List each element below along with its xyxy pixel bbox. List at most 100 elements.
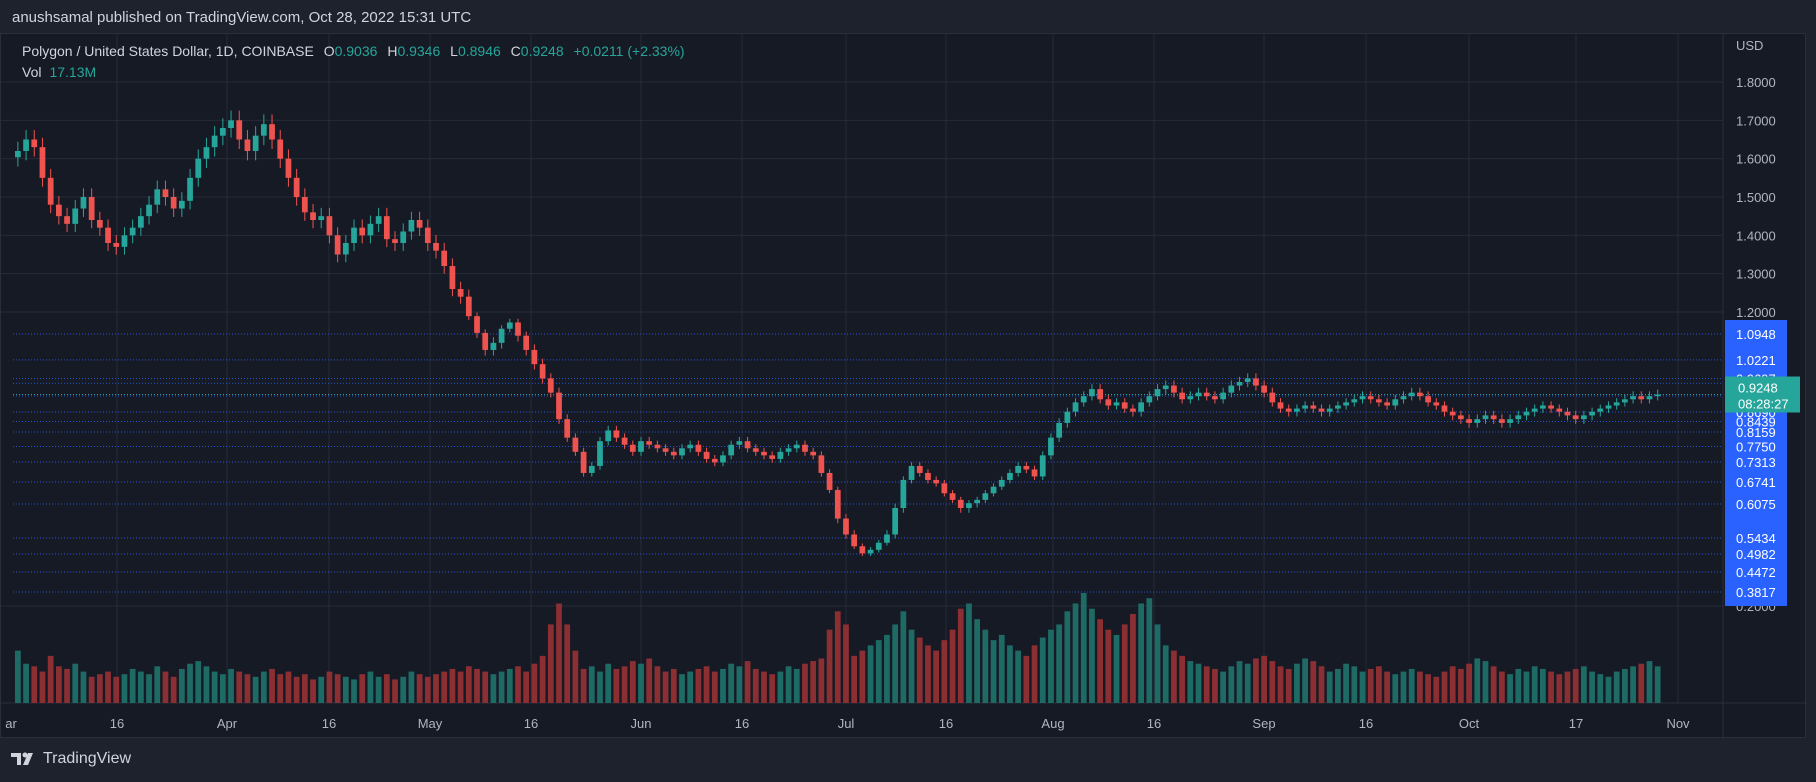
candle-body [244, 139, 251, 151]
candle-body [219, 128, 226, 136]
volume-bar [474, 668, 480, 703]
candle-body [1203, 392, 1210, 397]
volume-bar [752, 668, 759, 703]
volume-bar [736, 666, 743, 703]
volume-bar [1531, 666, 1538, 703]
candle-body [810, 451, 817, 456]
x-tick-label: Nov [1666, 716, 1690, 731]
price-chart[interactable]: ar 16 Apr 16 May 16 Jun 16 Jul 16 Aug 16 Sep 16 Oct 17 N… [1, 34, 1807, 739]
candle-body [1400, 396, 1407, 400]
volume-bar [892, 624, 899, 703]
volume-bar [219, 674, 226, 703]
candle-body [834, 489, 841, 519]
volume-bar [269, 668, 275, 703]
candle-body [1433, 402, 1440, 406]
candle-body [572, 437, 579, 452]
volume-bar [72, 663, 79, 703]
volume-bar [285, 671, 292, 703]
candle-body [1277, 402, 1284, 409]
candle-body [1228, 385, 1235, 393]
volume-bar [490, 674, 497, 703]
volume-bar [162, 671, 169, 703]
volume-bar [55, 666, 62, 703]
volume-bar [1294, 663, 1300, 703]
last-price-label: 0.9248 [1738, 381, 1778, 396]
candle-body [1064, 411, 1071, 423]
volume-bar [506, 668, 513, 703]
volume-bar [785, 666, 792, 703]
volume-bar [424, 676, 431, 703]
volume-bar [966, 603, 972, 703]
candle-body [474, 316, 480, 333]
candle-body [1089, 389, 1095, 397]
candle-body [646, 441, 653, 445]
candle-body [1417, 392, 1423, 397]
candle-body [203, 147, 210, 159]
candle-body [375, 216, 382, 224]
candle-body [15, 151, 21, 158]
candle-body [1384, 402, 1390, 406]
volume-bar [990, 640, 997, 703]
candle-body [1048, 437, 1054, 456]
level-tag-label: 1.0221 [1736, 353, 1776, 368]
candle-body [154, 189, 161, 205]
volume-bar [925, 645, 931, 703]
candle-body [793, 444, 800, 449]
volume-bar [662, 671, 669, 703]
volume-bar [1015, 650, 1022, 703]
symbol-title[interactable]: Polygon / United States Dollar, 1D, COIN… [22, 43, 314, 59]
volume-bar [802, 663, 808, 703]
candle-body [326, 216, 333, 236]
candle-body [285, 158, 292, 178]
volume-bar [1515, 668, 1522, 703]
volume-key: Vol [22, 64, 42, 80]
level-tag-label: 0.6075 [1736, 497, 1776, 512]
level-tag-column [1725, 320, 1787, 606]
candle-body [1408, 392, 1415, 397]
candle-body [1638, 396, 1645, 400]
volume-bar [1162, 645, 1169, 703]
volume-bar [211, 671, 218, 703]
symbol-legend[interactable]: Polygon / United States Dollar, 1D, COIN… [22, 43, 685, 59]
volume-bar [1007, 645, 1013, 703]
candle-body [1294, 408, 1300, 412]
candle-body [1072, 402, 1079, 412]
low-key: L [450, 43, 458, 59]
currency-label: USD [1736, 38, 1763, 53]
volume-bar [629, 661, 636, 703]
x-tick-label: 16 [110, 716, 124, 731]
chart-frame[interactable]: ar 16 Apr 16 May 16 Jun 16 Jul 16 Aug 16 Sep 16 Oct 17 N… [0, 33, 1807, 739]
candle-body [1138, 402, 1145, 412]
y-tick-label: 1.8000 [1736, 75, 1776, 90]
volume-bar [465, 666, 472, 703]
volume-bar [572, 650, 579, 703]
volume-bar [1458, 668, 1464, 703]
candle-body [826, 472, 833, 490]
volume-bar [1466, 663, 1472, 703]
volume-bar [105, 671, 111, 703]
candle-body [556, 392, 562, 420]
volume-bar [982, 629, 989, 703]
volume-bar [1302, 658, 1308, 703]
level-tag-label: 0.5434 [1736, 531, 1776, 546]
published-header: anushsamal published on TradingView.com,… [12, 9, 472, 26]
candle-body [1154, 389, 1161, 397]
last-price-tag [1725, 376, 1800, 413]
volume-bar [1622, 668, 1628, 703]
volume-bar [605, 663, 612, 703]
candle-body [1080, 396, 1087, 403]
volume-legend[interactable]: Vol 17.13M [22, 64, 96, 80]
volume-bar [761, 671, 767, 703]
volume-bar [818, 658, 825, 703]
candle-body [539, 364, 546, 379]
candle-body [1392, 399, 1399, 406]
open-key: O [323, 43, 335, 59]
tradingview-brand[interactable]: TradingView [11, 750, 131, 768]
candle-body [662, 448, 669, 452]
volume-bar [178, 668, 185, 703]
volume-bar [744, 661, 751, 703]
candle-body [867, 549, 874, 554]
candle-body [1359, 396, 1366, 400]
candle-body [1449, 411, 1456, 416]
volume-bar [400, 676, 407, 703]
